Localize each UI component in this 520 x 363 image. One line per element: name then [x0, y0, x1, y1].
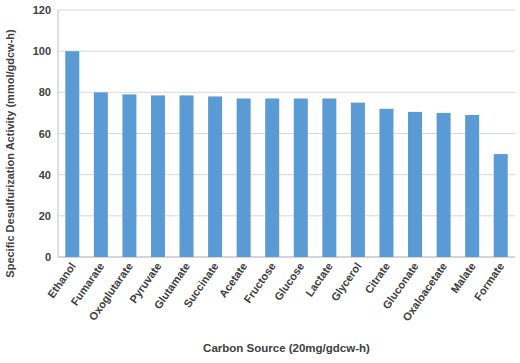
- bar: [208, 96, 222, 257]
- x-tick-label: Glycerol: [328, 260, 363, 303]
- bar: [94, 92, 108, 257]
- bar: [237, 99, 251, 257]
- x-axis-title: Carbon Source (20mg/gdcw-h): [203, 342, 370, 354]
- y-tick-label: 20: [39, 210, 51, 222]
- grid-line: [58, 92, 515, 93]
- x-tick-label: Succinate: [181, 260, 221, 309]
- x-tick-label: Citrate: [362, 260, 392, 295]
- bar: [65, 51, 79, 257]
- x-tick-label: Glucose: [272, 260, 307, 302]
- bar: [180, 95, 194, 257]
- y-tick-label: 0: [45, 251, 51, 263]
- bar: [408, 112, 422, 257]
- bar: [294, 99, 308, 257]
- x-tick-label: Malate: [448, 260, 477, 295]
- y-tick-label: 120: [33, 4, 51, 16]
- x-tick-label: Oxaloacetate: [400, 260, 449, 323]
- grid-line: [58, 51, 515, 52]
- x-tick-label: Oxoglutarate: [86, 260, 135, 322]
- y-axis-line: [58, 10, 59, 257]
- x-tick-label: Formate: [472, 260, 507, 302]
- bars: [65, 51, 507, 257]
- x-tick-label: Fructose: [241, 260, 277, 305]
- y-tick-label: 40: [39, 169, 51, 181]
- grid: [58, 10, 515, 257]
- y-axis-title: Specific Desulfurization Activity (mmol/…: [4, 29, 16, 278]
- y-tick-label: 100: [33, 45, 51, 57]
- bar: [322, 99, 336, 257]
- chart-svg: 020406080100120EthanolFumarateOxoglutara…: [0, 0, 520, 363]
- bar: [494, 154, 508, 257]
- chart-container: 020406080100120EthanolFumarateOxoglutara…: [0, 0, 520, 363]
- y-tick-label: 60: [39, 128, 51, 140]
- bar: [351, 103, 365, 257]
- bar: [265, 99, 279, 257]
- grid-line: [58, 10, 515, 11]
- bar: [379, 109, 393, 257]
- bar: [465, 115, 479, 257]
- y-tick-label: 80: [39, 86, 51, 98]
- bar: [151, 95, 165, 257]
- bar: [122, 94, 136, 257]
- bar: [437, 113, 451, 257]
